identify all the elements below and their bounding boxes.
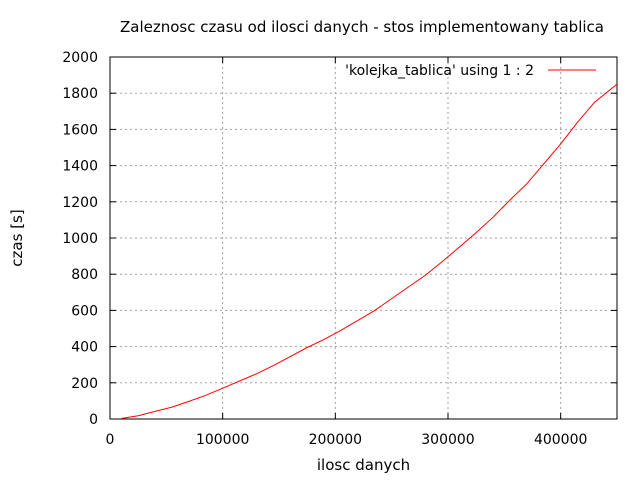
- y-axis-label: czas [s]: [8, 209, 26, 266]
- y-tick-label: 1800: [62, 86, 98, 102]
- y-tick-label: 600: [71, 303, 98, 319]
- x-tick-label: 300000: [421, 432, 474, 448]
- x-axis-label: ilosc danych: [317, 456, 410, 474]
- chart-title: Zaleznosc czasu od ilosci danych - stos …: [120, 18, 604, 36]
- series-line: [121, 83, 618, 419]
- y-tick-label: 1200: [62, 195, 98, 211]
- y-tick-label: 400: [71, 340, 98, 356]
- x-tick-label: 0: [106, 432, 115, 448]
- legend-label: 'kolejka_tablica' using 1 : 2: [345, 63, 534, 79]
- y-tick-label: 1400: [62, 159, 98, 175]
- y-tick-label: 200: [71, 376, 98, 392]
- x-tick-label: 200000: [309, 432, 362, 448]
- y-tick-label: 2000: [62, 50, 98, 66]
- axis-ticks: 0 200 400 600 800 1000 1200 1400 1600 1800 2000 0 10…: [62, 50, 617, 448]
- series-layer: [121, 83, 618, 419]
- y-tick-label: 1600: [62, 122, 98, 138]
- grid: [110, 57, 617, 419]
- x-tick-label: 400000: [534, 432, 587, 448]
- y-tick-label: 1000: [62, 231, 98, 247]
- y-tick-label: 0: [89, 412, 98, 428]
- legend: 'kolejka_tablica' using 1 : 2: [345, 63, 596, 79]
- x-tick-label: 100000: [196, 432, 249, 448]
- y-tick-label: 800: [71, 267, 98, 283]
